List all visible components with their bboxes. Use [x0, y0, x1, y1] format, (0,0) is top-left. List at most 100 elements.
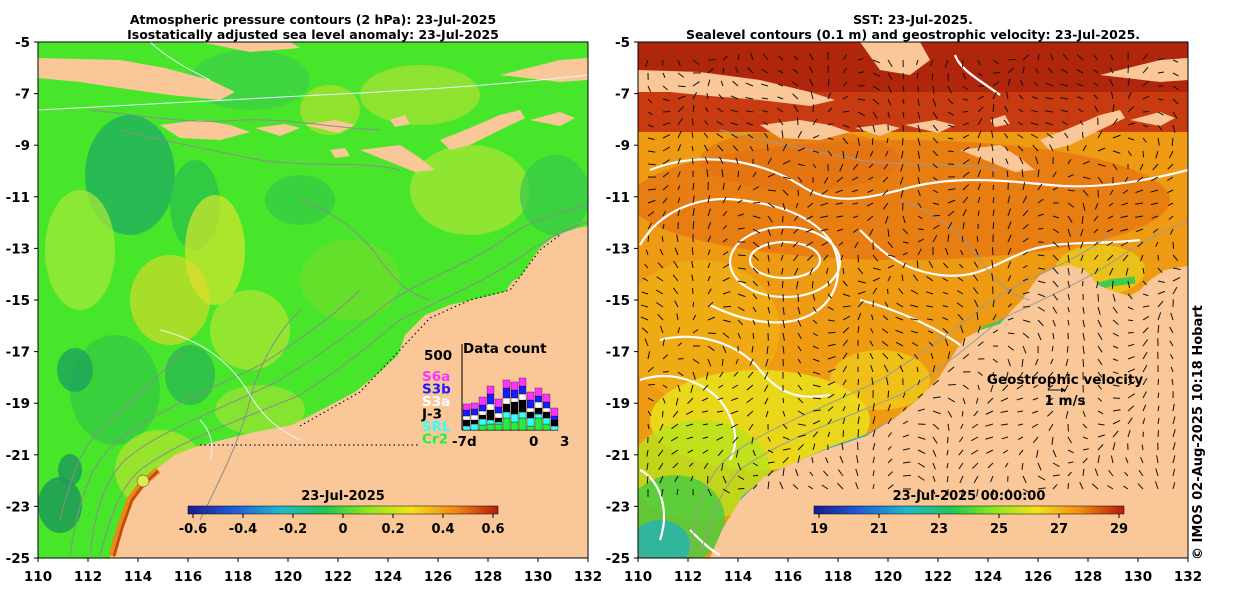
velocity-vector — [797, 345, 802, 352]
velocity-vector — [1151, 215, 1159, 219]
velocity-vector — [827, 137, 834, 141]
velocity-vector — [737, 319, 744, 326]
velocity-vector — [960, 423, 964, 429]
velocity-vector — [947, 137, 954, 140]
velocity-vector — [842, 110, 850, 113]
velocity-vector — [1093, 254, 1099, 260]
velocity-vector — [902, 448, 910, 451]
velocity-vector — [925, 291, 934, 295]
velocity-vector — [797, 358, 802, 364]
velocity-scale-label: 1 m/s — [1044, 393, 1085, 409]
left-xtick-label: 120 — [274, 569, 302, 585]
velocity-vector — [1094, 105, 1099, 113]
velocity-vector — [1110, 91, 1114, 100]
velocity-vector — [722, 488, 730, 494]
left-colorbar-tick-label: -0.2 — [279, 522, 307, 537]
velocity-vector — [852, 163, 859, 170]
velocity-vector — [852, 215, 859, 219]
velocity-vector — [887, 241, 894, 249]
velocity-vector — [1167, 189, 1174, 194]
velocity-vector — [737, 254, 746, 257]
velocity-vector — [782, 332, 785, 341]
left-colorbar-title: 23-Jul-2025 — [301, 489, 385, 504]
left-xtick-label: 118 — [224, 569, 252, 585]
velocity-vector — [795, 202, 799, 208]
velocity-vector — [1142, 137, 1147, 143]
right-xtick-label: 130 — [1124, 569, 1152, 585]
velocity-vector — [1093, 241, 1099, 246]
velocity-vector — [932, 202, 940, 206]
velocity-vector — [647, 383, 656, 386]
velocity-vector — [812, 319, 818, 324]
velocity-vector — [887, 72, 893, 80]
left-ytick-label: -13 — [6, 241, 30, 257]
velocity-vector — [973, 410, 979, 417]
data-count-bar — [542, 411, 551, 419]
velocity-vector — [1110, 455, 1114, 464]
velocity-vector — [1157, 392, 1160, 399]
right-bathymetry-contours — [689, 129, 1188, 556]
velocity-vector — [767, 215, 773, 223]
velocity-vector — [707, 288, 712, 295]
left-pressure-contours — [38, 42, 588, 461]
velocity-vector — [882, 176, 889, 183]
velocity-vector — [872, 98, 880, 105]
velocity-vector — [971, 436, 979, 442]
velocity-vector — [1093, 54, 1099, 61]
data-count-bar — [518, 385, 527, 395]
velocity-vector — [971, 449, 979, 455]
velocity-vector — [752, 267, 759, 274]
velocity-vector — [977, 341, 984, 347]
velocity-vector — [1097, 147, 1106, 152]
left-colorbar-tick-label: -0.4 — [229, 522, 257, 537]
data-count-bar — [462, 425, 471, 431]
left-ytick-label: -7 — [15, 87, 30, 103]
velocity-vector — [1139, 163, 1144, 171]
velocity-vector — [992, 197, 995, 204]
velocity-vector — [661, 59, 664, 66]
velocity-vector — [767, 280, 770, 287]
velocity-vector — [926, 276, 934, 282]
data-count-mission-srl: SRL — [422, 419, 451, 435]
velocity-vector — [646, 449, 649, 457]
data-count-bar — [550, 425, 559, 431]
velocity-vector — [1007, 358, 1011, 367]
velocity-vector — [887, 59, 893, 68]
velocity-vector — [872, 287, 878, 295]
velocity-vector — [762, 53, 769, 61]
velocity-vector — [1022, 475, 1027, 484]
velocity-vector — [1037, 183, 1043, 191]
velocity-vector — [737, 293, 746, 298]
velocity-vector — [1142, 80, 1149, 87]
velocity-vector — [1169, 340, 1174, 347]
velocity-vector — [642, 277, 649, 282]
data-count-bar — [510, 421, 519, 431]
velocity-vector — [1007, 345, 1014, 351]
velocity-vector — [961, 235, 964, 243]
velocity-vector — [797, 319, 802, 327]
velocity-vector — [842, 352, 848, 360]
velocity-vector — [962, 171, 970, 178]
velocity-vector — [958, 436, 964, 443]
velocity-vector — [720, 80, 724, 87]
velocity-vector — [1142, 315, 1150, 321]
velocity-vector — [1052, 254, 1059, 261]
velocity-vector — [827, 319, 835, 322]
velocity-vector — [809, 78, 814, 87]
velocity-vector — [842, 327, 850, 334]
velocity-vector — [1022, 319, 1031, 323]
velocity-vector — [662, 223, 665, 230]
velocity-vector — [992, 314, 997, 321]
velocity-vector — [1091, 483, 1099, 490]
data-count-bar — [534, 387, 543, 397]
velocity-vector — [748, 423, 754, 431]
velocity-vector — [1037, 213, 1044, 217]
velocity-vector — [1125, 457, 1129, 464]
velocity-vector — [1127, 91, 1132, 100]
velocity-vector — [842, 365, 848, 373]
velocity-vector — [722, 291, 731, 295]
velocity-vector — [1112, 345, 1119, 349]
velocity-vector — [932, 365, 936, 373]
velocity-vector — [1016, 397, 1024, 401]
